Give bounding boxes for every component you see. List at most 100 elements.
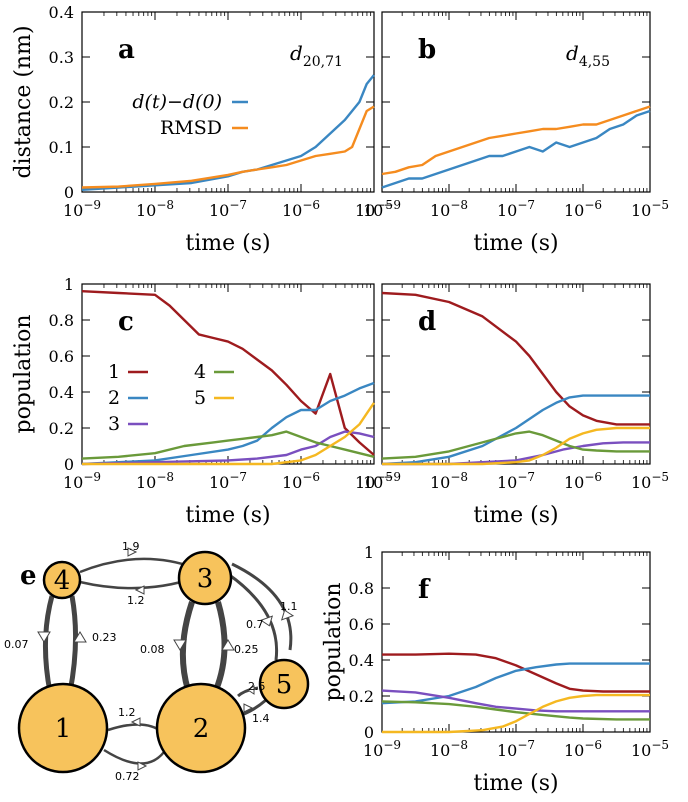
x-tick-label: 10−5 — [355, 470, 393, 492]
x-tick-label: 10−8 — [430, 198, 468, 220]
legend-label: d(t)−d(0) — [132, 91, 222, 113]
y-tick-label: 0.1 — [49, 138, 74, 157]
node-label-5: 5 — [276, 670, 293, 700]
panel-letter-b: b — [418, 35, 436, 65]
x-tick-label: 10−5 — [631, 738, 669, 760]
panel-letter-d: d — [418, 307, 436, 337]
x-tick-label: 10−9 — [363, 470, 401, 492]
y-tick-label: 0.2 — [49, 93, 74, 112]
x-axis-label: time (s) — [185, 503, 270, 528]
legend-label: 3 — [108, 413, 120, 435]
x-tick-label: 10−6 — [564, 738, 602, 760]
y-tick-label: 0.2 — [49, 419, 74, 438]
x-tick-label: 10−6 — [564, 470, 602, 492]
series-line-5 — [82, 402, 375, 466]
arrowhead-4-3 — [134, 585, 145, 595]
arrowhead-2-1 — [130, 717, 141, 727]
edge-1-to-2 — [103, 748, 165, 765]
panel-letter-c: c — [118, 307, 134, 337]
series-line-dtd0 — [381, 109, 651, 189]
edge-3-to-5 — [227, 572, 279, 661]
arrowhead-5-3 — [280, 609, 295, 621]
legend-label: 1 — [108, 361, 120, 383]
chart-a: 10−9 10−8 10−7 10−6 10−5 0 0.1 0.2 0.3 0.4 a d20,71… — [11, 3, 393, 256]
legend-label: 2 — [108, 387, 120, 409]
rate-1-4: 0.23 — [92, 631, 117, 644]
panel-letter-a: a — [118, 35, 135, 65]
panel-annotation-a: d20,71 — [290, 41, 343, 70]
arrowhead-1-4 — [73, 631, 87, 643]
legend-label: 4 — [194, 361, 206, 383]
edge-3-to-4 — [79, 557, 196, 574]
x-tick-label: 10−7 — [497, 198, 535, 220]
arrowhead-3-4 — [127, 547, 138, 557]
edge-4-to-3 — [79, 576, 196, 590]
y-tick-label: 0.8 — [49, 311, 74, 330]
node-4 — [42, 560, 82, 600]
series-line-1 — [381, 291, 650, 426]
node-label-3: 3 — [197, 564, 214, 594]
series-line-4 — [81, 430, 375, 460]
edge-4-to-1 — [43, 595, 55, 693]
series-line-5 — [382, 426, 650, 466]
x-tick-label: 10−7 — [209, 198, 247, 220]
panel-letter-f: f — [418, 575, 431, 605]
rate-1-2: 0.72 — [115, 770, 140, 783]
node-3 — [177, 550, 233, 606]
rate-2-1: 1.2 — [118, 706, 136, 719]
x-tick-label: 10−5 — [355, 198, 393, 220]
network-arrowheads — [37, 547, 295, 771]
x-tick-label: 10−6 — [564, 198, 602, 220]
series-line-RMSD — [81, 105, 375, 189]
y-axis-label: population — [321, 582, 346, 701]
x-tick-label: 10−9 — [63, 198, 101, 220]
x-axis-label: time (s) — [473, 503, 558, 528]
chart-panels: 10−9 10−8 10−7 10−6 10−5 0 0.1 0.2 0.3 0.4 a d20,71… — [11, 3, 669, 796]
y-tick-label: 0.3 — [49, 48, 74, 67]
panel-annotation-b: d4,55 — [566, 41, 610, 70]
x-tick-label: 10−5 — [631, 198, 669, 220]
node-label-4: 4 — [54, 566, 71, 596]
network-panel-e: e — [4, 540, 310, 783]
arrowhead-3-5 — [259, 615, 274, 627]
y-tick-label: 0 — [64, 183, 74, 202]
panel-letter-e: e — [20, 561, 37, 591]
rate-4-3: 1.2 — [127, 594, 145, 607]
rate-5-3: 1.1 — [280, 600, 298, 613]
x-tick-label: 10−9 — [363, 198, 401, 220]
chart-b: 10−9 10−8 10−7 10−6 10−5 b d4,55 time (s) — [363, 11, 669, 256]
arrowhead-3-2 — [173, 639, 187, 651]
y-tick-label: 0.6 — [349, 615, 374, 634]
series-line-1 — [81, 290, 375, 456]
node-5 — [258, 658, 310, 710]
x-tick-label: 10−7 — [497, 738, 535, 760]
series-line-4 — [381, 700, 650, 721]
rate-2-5: 1.4 — [252, 712, 270, 725]
x-tick-label: 10−9 — [63, 470, 101, 492]
x-axis-label: time (s) — [185, 231, 270, 256]
rate-3-5: 0.7 — [246, 618, 264, 631]
node-label-1: 1 — [55, 714, 72, 744]
series-line-2 — [381, 394, 650, 466]
x-tick-label: 10−8 — [136, 198, 174, 220]
x-tick-label: 10−7 — [209, 470, 247, 492]
node-2 — [155, 682, 247, 774]
x-axis-label: time (s) — [473, 771, 558, 796]
y-tick-label: 0 — [64, 455, 74, 474]
node-label-2: 2 — [193, 714, 210, 744]
series-line-1 — [382, 652, 650, 693]
edge-2-to-3 — [213, 601, 228, 692]
series-line-4 — [381, 430, 650, 460]
node-1 — [17, 682, 109, 774]
series-line-RMSD — [381, 105, 651, 176]
x-tick-label: 10−7 — [497, 470, 535, 492]
y-tick-label: 0.4 — [349, 651, 374, 670]
series-line-2 — [381, 662, 650, 705]
y-tick-label: 1 — [364, 543, 374, 562]
x-tick-label: 10−5 — [631, 470, 669, 492]
x-tick-label: 10−8 — [430, 470, 468, 492]
network-nodes — [17, 550, 310, 774]
rate-2-3: 0.25 — [234, 643, 259, 656]
series-line-2 — [81, 381, 375, 466]
